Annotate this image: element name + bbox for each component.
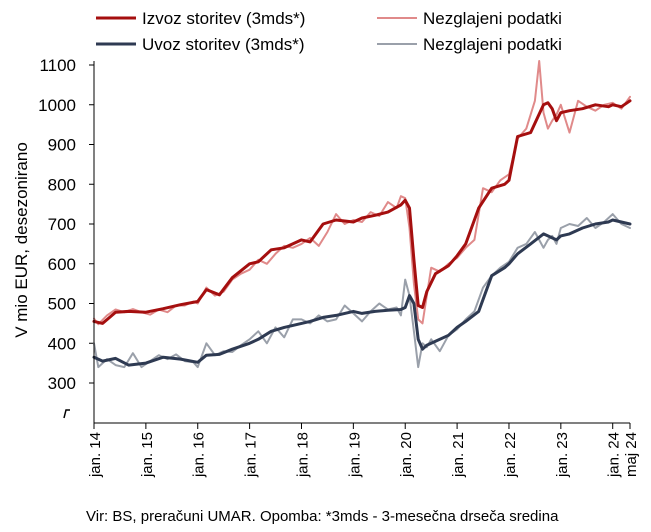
y-tick-label: 700 [48, 215, 76, 234]
axes [63, 61, 630, 424]
y-tick-label: 300 [48, 374, 76, 393]
legend-label-1: Nezglajeni podatki [423, 9, 562, 28]
legend-label-2: Uvoz storitev (3mds*) [142, 35, 304, 54]
x-tick-label: jan. 20 [398, 432, 415, 478]
x-tick-label: jan. 16 [191, 432, 208, 478]
x-tick-label: jan. 24 [606, 432, 623, 478]
series-line-2 [92, 218, 632, 367]
legend: Izvoz storitev (3mds*) Nezglajeni podatki… [96, 9, 562, 54]
x-tick-label: jan. 18 [294, 432, 311, 478]
series-lines [92, 60, 632, 369]
x-tick-label: jan. 19 [346, 432, 363, 478]
x-tick-label: jan. 23 [554, 432, 571, 478]
x-axis-ticks: jan. 14 jan. 15 jan. 16 jan. 17 jan. 18 jan. … [87, 423, 640, 478]
x-tick-label: jan. 15 [139, 432, 156, 478]
x-tick-label: maj 24 [623, 432, 640, 477]
y-tick-label: 900 [48, 136, 76, 155]
y-tick-label: 1100 [39, 56, 76, 75]
x-tick-label: jan. 22 [502, 432, 519, 478]
x-tick-label: jan. 14 [87, 432, 104, 478]
x-tick-label: jan. 21 [450, 432, 467, 478]
source-note: Vir: BS, preračuni UMAR. Opomba: *3mds -… [86, 508, 559, 525]
legend-label-0: Izvoz storitev (3mds*) [142, 9, 305, 28]
series-line-0 [92, 99, 632, 325]
x-tick-label: jan. 17 [243, 432, 260, 478]
y-tick-label: 1000 [38, 96, 76, 115]
y-axis-ticks: 300 400 500 600 700 800 900 1000 1100 [38, 56, 94, 393]
y-tick-label: 800 [48, 175, 76, 194]
axis-break-mark [63, 409, 70, 419]
legend-label-3: Nezglajeni podatki [423, 35, 562, 54]
series-line-1 [93, 60, 631, 326]
y-tick-label: 500 [48, 295, 76, 314]
y-tick-label: 600 [48, 255, 76, 274]
y-tick-label: 400 [48, 334, 76, 353]
y-axis-title: V mio EUR, desezonirano [12, 142, 31, 338]
